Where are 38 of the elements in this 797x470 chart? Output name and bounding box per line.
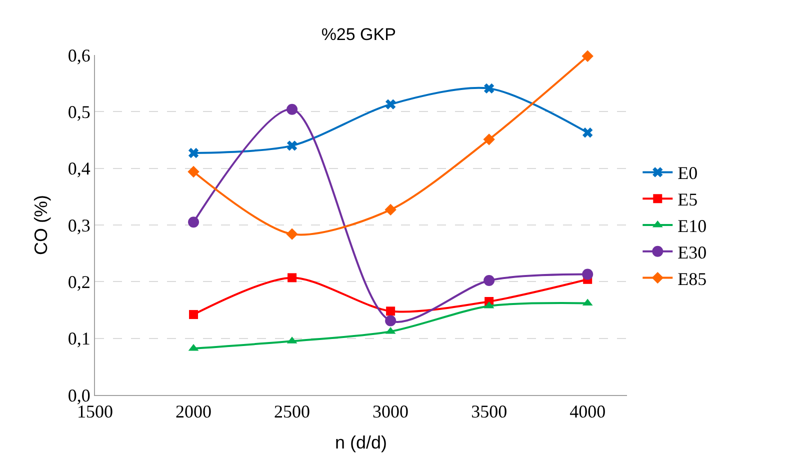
x-tick-label: 4000 (570, 402, 606, 422)
legend-label: E85 (678, 268, 707, 289)
point (384, 204, 396, 216)
x-tick-label: 2500 (274, 402, 310, 422)
point (483, 134, 495, 146)
point (484, 83, 494, 94)
point (582, 268, 594, 280)
y-axis-title: CO (%) (31, 195, 52, 255)
point (286, 140, 298, 151)
point (386, 306, 396, 316)
x-tick-label: 2000 (176, 402, 212, 422)
x-tick-label: 3500 (471, 402, 508, 422)
x-tick-label: 3000 (372, 402, 409, 422)
point (188, 216, 200, 228)
y-tick-label: 0,6 (68, 45, 90, 66)
y-tick-label: 0,0 (68, 385, 90, 406)
point (286, 104, 298, 115)
point (288, 273, 297, 282)
point (189, 310, 198, 320)
point (188, 166, 200, 178)
point (582, 50, 594, 62)
y-tick-label: 0,3 (68, 215, 90, 236)
point (188, 148, 199, 158)
legend-label: E10 (678, 216, 707, 236)
point (286, 228, 298, 240)
point (385, 99, 396, 110)
y-tick-label: 0,2 (68, 272, 90, 292)
y-tick-label: 0,4 (68, 158, 90, 179)
point (582, 128, 593, 138)
x-axis-title: n (d/d) (334, 432, 388, 453)
point (484, 275, 495, 286)
legend-label: E0 (678, 163, 698, 184)
legend-label: E5 (678, 190, 698, 210)
legend-label: E30 (678, 242, 707, 262)
y-tick-label: 0,5 (68, 102, 90, 122)
chart-title: %25 GKP (321, 25, 396, 44)
point (385, 315, 396, 326)
y-tick-label: 0,1 (68, 328, 90, 349)
